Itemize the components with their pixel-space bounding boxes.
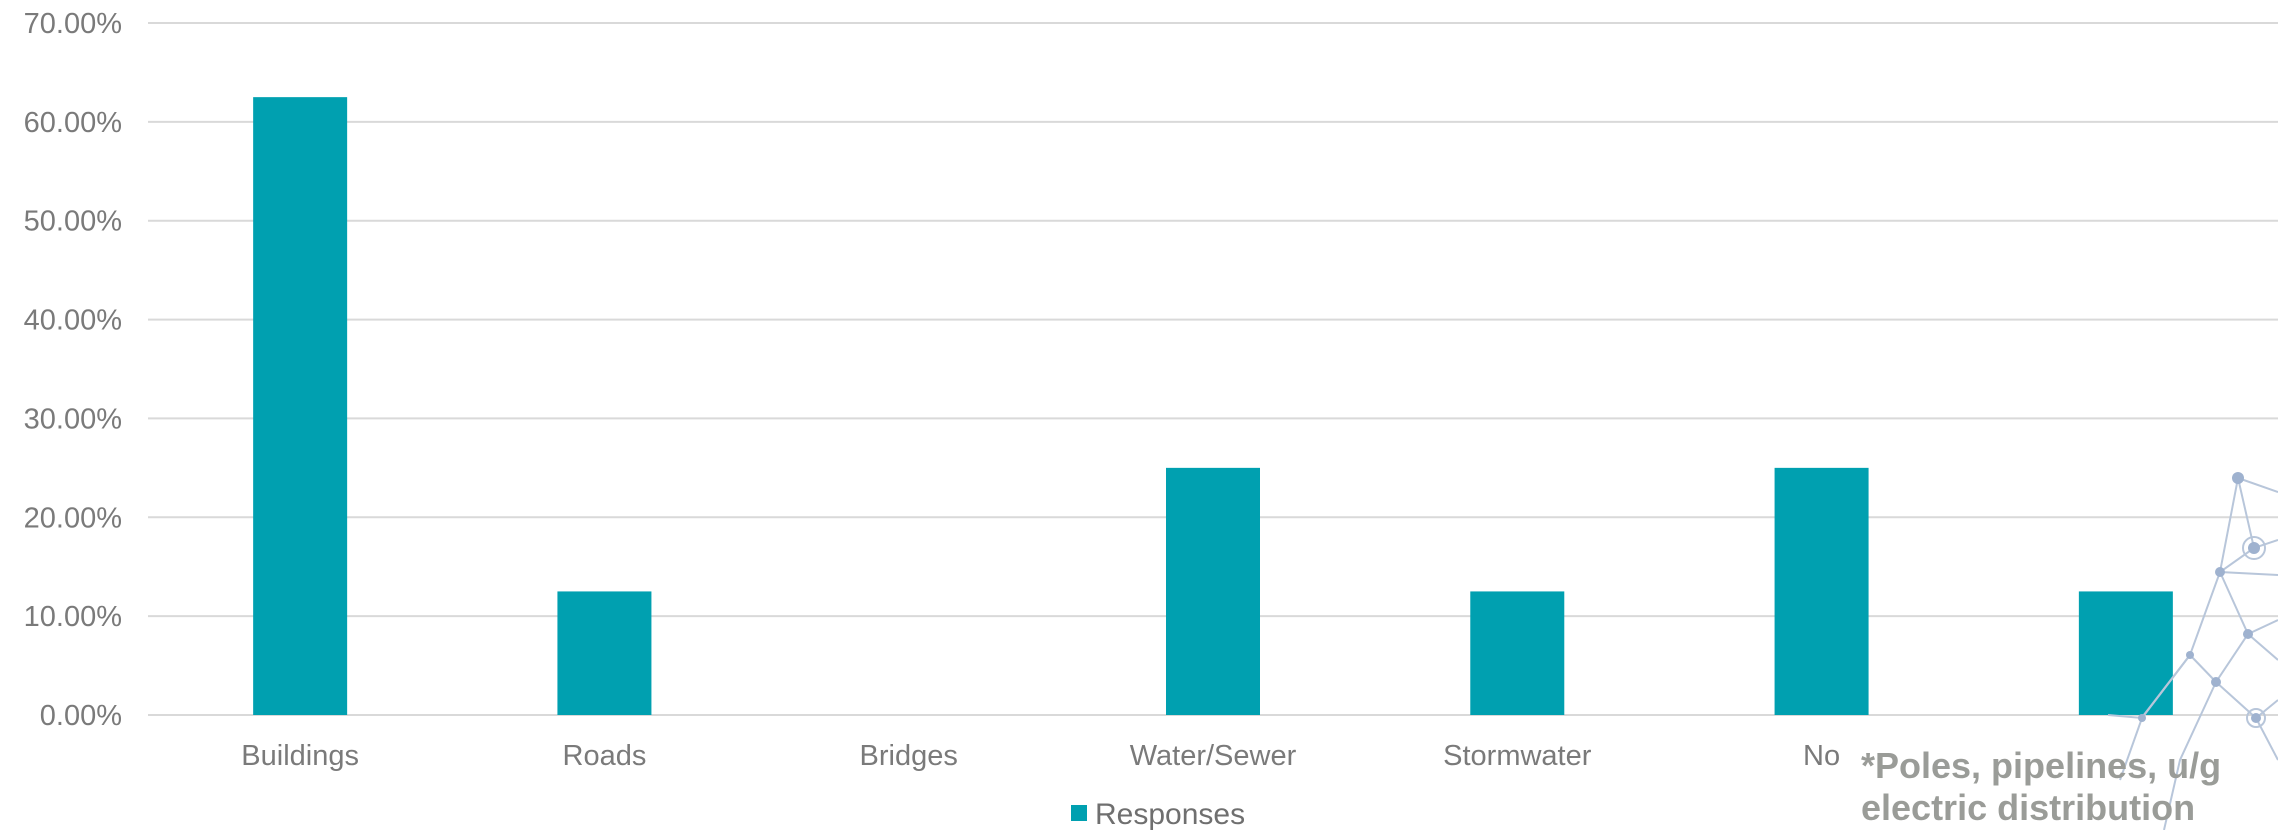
y-tick-label: 60.00% (24, 107, 122, 139)
x-category-label: No (1803, 740, 1840, 772)
bar (2078, 591, 2173, 715)
y-tick-label: 40.00% (24, 305, 122, 337)
y-axis-ticks: 0.00% 10.00% 20.00% 30.00% 40.00% 50.00% 60.00… (24, 8, 122, 732)
bar (557, 591, 652, 715)
bars (253, 97, 2173, 715)
y-tick-label: 70.00% (24, 8, 122, 40)
x-axis-categories: Buildings Roads Bridges Water/Sewer Stormwat… (241, 740, 1840, 772)
legend-swatch (1071, 805, 1087, 821)
x-category-label: Buildings (241, 740, 359, 772)
footnote-line-2: electric distribution (1861, 787, 2195, 828)
bar (1774, 467, 1869, 715)
footnote-line-1: *Poles, pipelines, u/g (1861, 745, 2221, 786)
y-tick-label: 10.00% (24, 601, 122, 633)
bar (253, 97, 348, 715)
y-tick-label: 20.00% (24, 502, 122, 534)
legend: Responses (1071, 798, 1245, 830)
legend-label: Responses (1095, 798, 1245, 830)
y-tick-label: 50.00% (24, 206, 122, 238)
y-tick-label: 30.00% (24, 403, 122, 435)
y-tick-label: 0.00% (40, 700, 122, 732)
x-category-label: Stormwater (1443, 740, 1592, 772)
footnote: *Poles, pipelines, u/g electric distribu… (1861, 745, 2221, 828)
x-category-label: Roads (563, 740, 647, 772)
network-decoration-icon (2107, 472, 2278, 830)
bar (1166, 467, 1260, 715)
x-category-label: Water/Sewer (1130, 740, 1297, 772)
x-category-label: Bridges (860, 740, 958, 772)
bar (1470, 591, 1565, 715)
